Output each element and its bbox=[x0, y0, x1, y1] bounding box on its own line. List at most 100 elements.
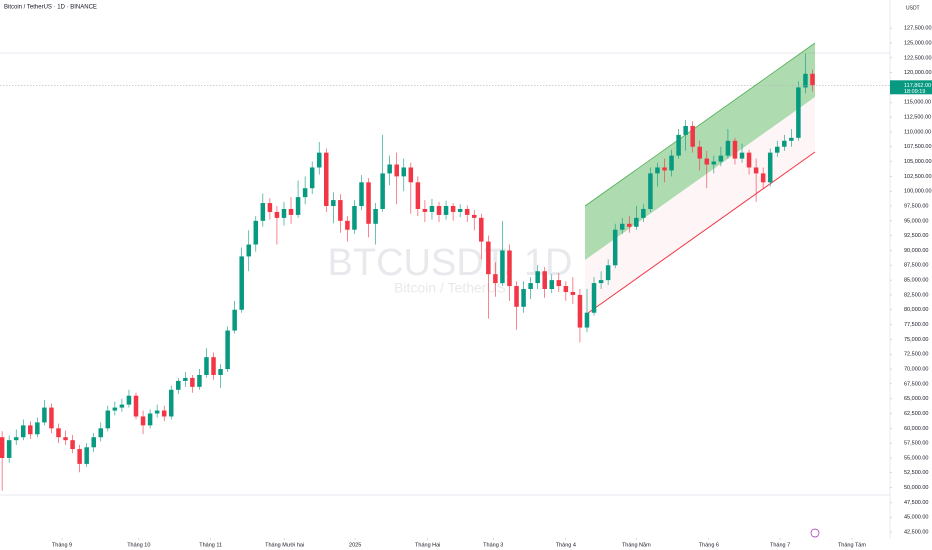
candle-body bbox=[338, 200, 343, 221]
candle-body bbox=[479, 217, 484, 242]
candle-body bbox=[63, 437, 68, 441]
candle-body bbox=[394, 164, 399, 177]
candle-body bbox=[154, 410, 160, 414]
y-tick-label: 127,500.00 bbox=[904, 26, 932, 32]
y-tick-label: 102,500.00 bbox=[904, 174, 932, 180]
candle-body bbox=[704, 158, 710, 165]
candle-body bbox=[366, 182, 371, 224]
candle-body bbox=[49, 407, 54, 429]
x-tick-label: Tháng 9 bbox=[52, 542, 72, 548]
candle-body bbox=[619, 223, 625, 230]
candle-body bbox=[6, 440, 12, 458]
candle-body bbox=[605, 265, 611, 281]
candle-body bbox=[641, 208, 646, 218]
candle-body bbox=[56, 428, 61, 438]
candle-body bbox=[436, 206, 442, 215]
candle-body bbox=[535, 271, 540, 284]
candle-body bbox=[359, 182, 364, 207]
candle-body bbox=[190, 377, 195, 387]
candle-body bbox=[70, 440, 75, 450]
y-tick-label: 110,000.00 bbox=[904, 129, 931, 135]
candle-body bbox=[302, 188, 308, 198]
y-tick-label: 87,500.00 bbox=[904, 263, 928, 269]
y-tick-label: 100,000.00 bbox=[904, 189, 932, 195]
y-tick-label: 60,000.00 bbox=[904, 426, 928, 432]
y-tick-label: 115,000.00 bbox=[904, 100, 931, 106]
y-tick-label: 72,500.00 bbox=[904, 352, 928, 358]
candle-body bbox=[309, 167, 315, 189]
y-tick-label: 67,500.00 bbox=[904, 381, 928, 387]
candles bbox=[0, 53, 815, 491]
candle-body bbox=[486, 241, 491, 275]
candle-body bbox=[612, 229, 618, 266]
candle-body bbox=[288, 208, 294, 215]
candle-body bbox=[161, 410, 167, 417]
y-tick-label: 125,000.00 bbox=[904, 40, 932, 46]
candle-body bbox=[782, 140, 787, 147]
candle-body bbox=[352, 206, 357, 230]
y-tick-label: 120,000.00 bbox=[904, 70, 932, 76]
candle-body bbox=[331, 200, 336, 207]
candle-body bbox=[429, 206, 435, 212]
candle-body bbox=[767, 152, 773, 183]
candle-body bbox=[584, 312, 590, 328]
candle-body bbox=[422, 208, 428, 212]
candle-body bbox=[528, 283, 533, 290]
x-tick-label: Tháng Mười hai bbox=[265, 542, 304, 548]
candle-body bbox=[168, 389, 174, 417]
x-tick-label: Tháng 3 bbox=[483, 542, 503, 548]
y-tick-label: 45,000.00 bbox=[904, 515, 928, 521]
candle-body bbox=[549, 280, 555, 290]
axis-unit: USDT bbox=[906, 5, 920, 11]
candle-body bbox=[387, 164, 392, 174]
candle-body bbox=[105, 410, 111, 429]
candle-body bbox=[648, 173, 653, 209]
y-tick-label: 42,500.00 bbox=[904, 530, 928, 536]
candle-body bbox=[35, 422, 40, 435]
candle-body bbox=[345, 220, 350, 230]
y-tick-label: 107,500.00 bbox=[904, 144, 932, 150]
candle-body bbox=[500, 250, 505, 284]
candle-body bbox=[140, 416, 146, 426]
candle-body bbox=[760, 173, 766, 183]
candle-body bbox=[408, 167, 414, 183]
candle-body bbox=[316, 152, 322, 168]
candle-body bbox=[591, 283, 597, 313]
candle-body bbox=[683, 125, 688, 135]
y-tick-label: 62,500.00 bbox=[904, 411, 928, 417]
candle-body bbox=[718, 155, 724, 162]
y-tick-label: 52,500.00 bbox=[904, 470, 928, 476]
candle-body bbox=[669, 155, 674, 171]
candle-body bbox=[98, 428, 104, 438]
y-tick-label: 105,000.00 bbox=[904, 159, 932, 165]
candle-body bbox=[711, 161, 717, 165]
y-tick-label: 112,500.00 bbox=[904, 115, 931, 121]
candle-body bbox=[324, 152, 329, 207]
countdown: 18:09:19 bbox=[904, 89, 925, 95]
candle-body bbox=[676, 134, 681, 156]
y-tick-label: 90,000.00 bbox=[904, 248, 928, 254]
y-tick-label: 75,000.00 bbox=[904, 337, 928, 343]
y-tick-label: 95,000.00 bbox=[904, 218, 928, 224]
event-icon[interactable] bbox=[810, 528, 820, 538]
y-tick-label: 57,500.00 bbox=[904, 441, 928, 447]
x-tick-label: Tháng 11 bbox=[199, 542, 222, 548]
y-tick-label: 92,500.00 bbox=[904, 233, 928, 239]
candle-body bbox=[373, 208, 378, 224]
candle-body bbox=[274, 211, 280, 218]
candle-body bbox=[260, 203, 266, 221]
candle-body bbox=[239, 256, 244, 310]
x-tick-label: Tháng 7 bbox=[770, 542, 790, 548]
candle-body bbox=[598, 280, 604, 284]
x-tick-label: Tháng 10 bbox=[127, 542, 150, 548]
candle-body bbox=[253, 220, 259, 245]
candle-body bbox=[464, 208, 470, 215]
candle-body bbox=[13, 437, 19, 441]
candle-body bbox=[147, 413, 153, 426]
candle-body bbox=[133, 395, 139, 417]
candle-body bbox=[225, 330, 230, 370]
channel-lower-line bbox=[587, 151, 816, 314]
candle-body bbox=[450, 206, 456, 212]
candle-body bbox=[556, 280, 562, 287]
